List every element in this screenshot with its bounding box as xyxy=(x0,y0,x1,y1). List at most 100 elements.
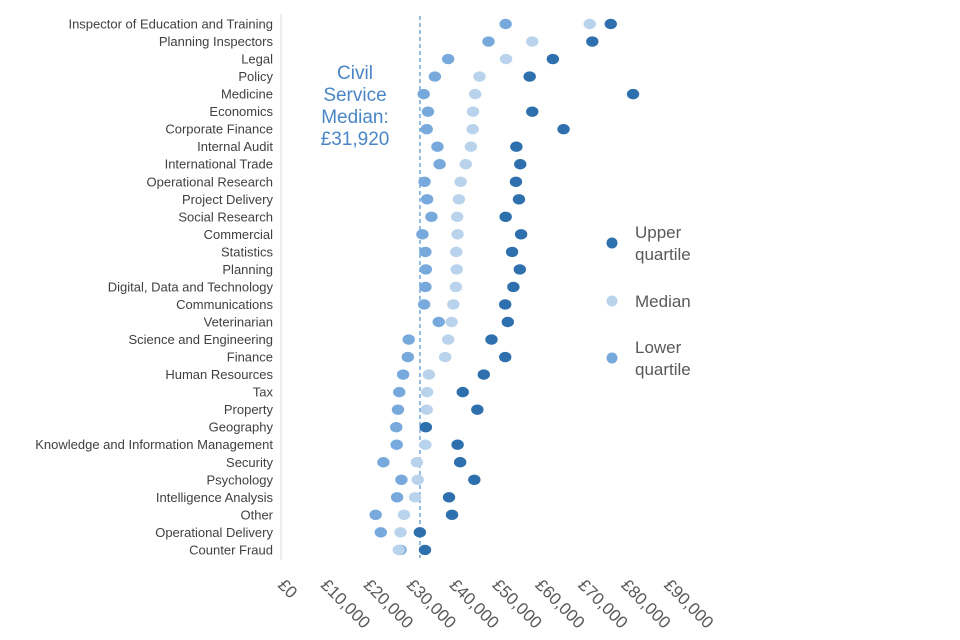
lower-quartile-point xyxy=(391,404,405,415)
lower-quartile-point xyxy=(428,71,442,82)
upper-quartile-point xyxy=(523,71,536,82)
median-point xyxy=(450,211,464,223)
lower-quartile-point xyxy=(393,386,406,398)
lower-quartile-point xyxy=(417,299,431,310)
median-point xyxy=(473,71,486,82)
upper-quartile-point xyxy=(442,492,456,503)
upper-quartile-point xyxy=(557,123,570,135)
upper-quartile-point xyxy=(451,439,464,450)
upper-quartile-point xyxy=(453,457,467,468)
median-point xyxy=(420,404,433,415)
category-label: Human Resources xyxy=(165,367,273,382)
category-label: Social Research xyxy=(178,209,273,224)
lower-quartile-point xyxy=(395,474,408,485)
upper-quartile-point xyxy=(512,194,526,205)
lower-quartile-point xyxy=(401,351,415,363)
median-point xyxy=(445,316,458,328)
category-label: Geography xyxy=(209,420,274,435)
median-point xyxy=(420,386,434,398)
category-label: Property xyxy=(224,402,274,417)
upper-quartile-point xyxy=(477,369,490,380)
median-point xyxy=(419,439,432,450)
median-point xyxy=(422,369,436,380)
category-label: Communications xyxy=(176,297,273,312)
category-label: Other xyxy=(240,507,273,522)
lower-quartile-point xyxy=(421,106,435,117)
lower-quartile-point xyxy=(417,88,430,100)
lower-quartile-point xyxy=(419,281,432,293)
reference-line-label: Service xyxy=(323,85,386,106)
median-point xyxy=(450,246,463,258)
category-label: Planning xyxy=(222,262,273,277)
category-label: Inspector of Education and Training xyxy=(68,17,273,32)
lower-quartile-point xyxy=(441,53,455,65)
category-labels: Inspector of Education and Training Plann… xyxy=(35,17,273,558)
lower-quartile-point xyxy=(433,159,446,170)
median-point xyxy=(447,299,460,310)
upper-quartile-point xyxy=(513,264,527,275)
upper-quartile-point xyxy=(418,544,432,556)
median-point xyxy=(394,527,407,538)
lower-quartile-point xyxy=(425,211,438,223)
lower-quartile-point xyxy=(420,194,434,205)
upper-quartile-point xyxy=(499,299,512,310)
median-point xyxy=(392,544,406,556)
legend-marker xyxy=(606,237,618,249)
lower-quartile-point xyxy=(431,141,444,152)
category-label: Policy xyxy=(238,69,273,84)
upper-quartile-point xyxy=(604,18,617,30)
median-point xyxy=(410,457,424,468)
upper-quartile-point xyxy=(499,211,512,223)
lower-quartile-point xyxy=(396,369,410,380)
lower-quartile-point xyxy=(374,527,388,538)
lower-quartile-point xyxy=(482,36,495,47)
category-label: Project Delivery xyxy=(182,192,274,207)
lower-quartile-point xyxy=(377,457,390,468)
category-label: Intelligence Analysis xyxy=(156,490,274,505)
category-label: Security xyxy=(226,455,273,470)
category-label: Statistics xyxy=(221,244,274,259)
upper-quartile-point xyxy=(514,229,528,240)
reference-line-label: Median: xyxy=(321,107,389,128)
category-label: Internal Audit xyxy=(197,139,273,154)
category-label: International Trade xyxy=(165,157,273,172)
category-label: Counter Fraud xyxy=(189,542,273,557)
upper-quartile-point xyxy=(507,281,520,293)
category-label: Finance xyxy=(227,350,273,365)
lower-quartile-point xyxy=(390,439,403,450)
median-point xyxy=(466,106,480,117)
median-point xyxy=(583,18,596,30)
upper-quartile-point xyxy=(626,88,640,100)
median-point xyxy=(464,141,478,152)
median-point xyxy=(526,36,539,47)
upper-quartile-point xyxy=(499,351,512,363)
median-point xyxy=(397,509,411,521)
upper-quartile-point xyxy=(413,527,427,538)
upper-quartile-point xyxy=(485,334,498,345)
upper-quartile-point xyxy=(586,36,599,47)
category-label: Tax xyxy=(253,385,274,400)
lower-quartile-point xyxy=(432,316,445,328)
lower-quartile-point xyxy=(390,492,404,503)
lower-quartile-point xyxy=(402,334,415,345)
legend-label: Upper xyxy=(635,223,682,242)
upper-quartile-point xyxy=(468,474,481,485)
lower-quartile-point xyxy=(419,246,432,258)
upper-quartile-point xyxy=(471,404,484,415)
data-points xyxy=(369,18,640,556)
median-point xyxy=(454,176,467,187)
median-point xyxy=(468,88,482,100)
lower-quartile-point xyxy=(416,229,429,240)
category-label: Economics xyxy=(209,104,273,119)
upper-quartile-point xyxy=(445,509,459,521)
reference-line-label: £31,920 xyxy=(321,129,390,150)
lower-quartile-point xyxy=(369,509,382,521)
median-point xyxy=(451,229,464,240)
median-point xyxy=(466,123,479,135)
upper-quartile-point xyxy=(510,141,523,152)
upper-quartile-point xyxy=(419,421,433,433)
category-label: Commercial xyxy=(204,227,273,242)
legend-label: Median xyxy=(635,292,691,311)
category-label: Knowledge and Information Management xyxy=(35,437,273,452)
